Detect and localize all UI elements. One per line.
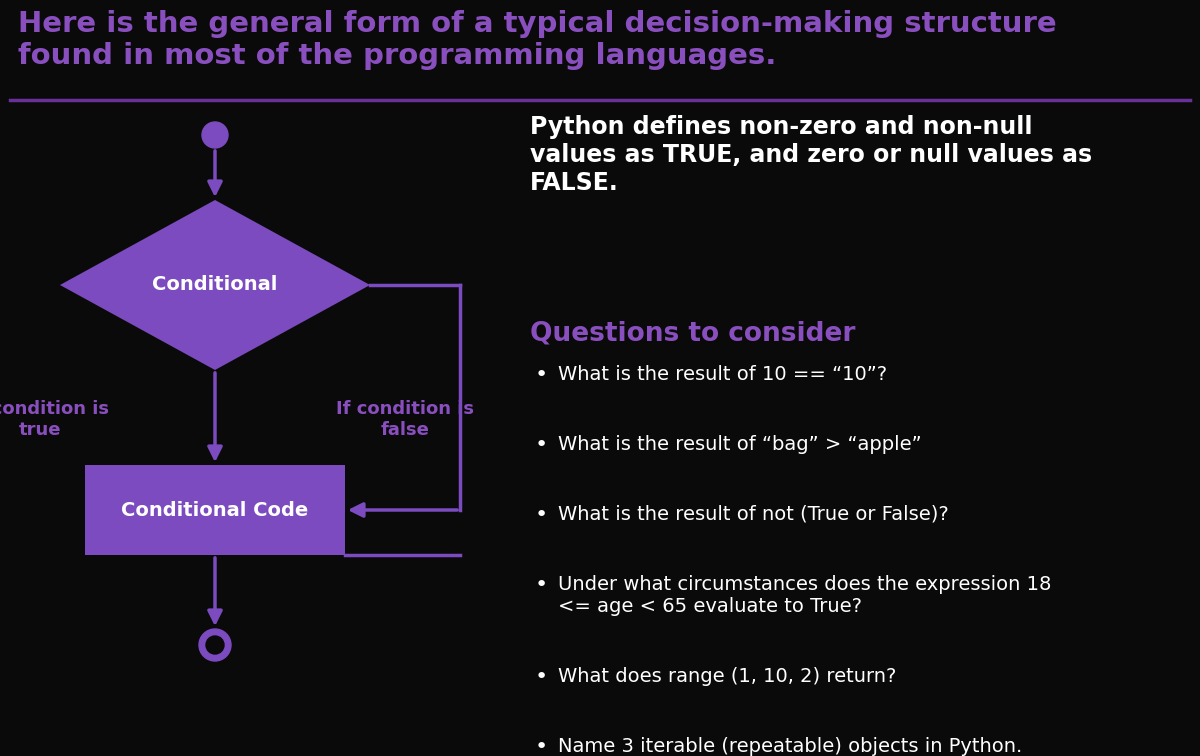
Text: If condition is
true: If condition is true	[0, 400, 109, 438]
Text: Conditional Code: Conditional Code	[121, 500, 308, 519]
Text: •: •	[535, 737, 548, 756]
Text: •: •	[535, 435, 548, 455]
Text: What is the result of not (True or False)?: What is the result of not (True or False…	[558, 505, 949, 524]
Text: If condition is
false: If condition is false	[336, 400, 474, 438]
Text: Name 3 iterable (repeatable) objects in Python.: Name 3 iterable (repeatable) objects in …	[558, 737, 1022, 756]
Text: Conditional: Conditional	[152, 275, 277, 295]
FancyBboxPatch shape	[85, 465, 346, 555]
Text: What is the result of “bag” > “apple”: What is the result of “bag” > “apple”	[558, 435, 922, 454]
Text: Python defines non-zero and non-null
values as TRUE, and zero or null values as
: Python defines non-zero and non-null val…	[530, 115, 1092, 194]
Circle shape	[202, 122, 228, 148]
Circle shape	[206, 636, 224, 654]
Polygon shape	[60, 200, 370, 370]
Text: Here is the general form of a typical decision-making structure
found in most of: Here is the general form of a typical de…	[18, 10, 1057, 70]
Text: •: •	[535, 667, 548, 687]
Text: •: •	[535, 365, 548, 385]
Text: What is the result of 10 == “10”?: What is the result of 10 == “10”?	[558, 365, 887, 384]
Text: Questions to consider: Questions to consider	[530, 320, 856, 346]
Text: •: •	[535, 505, 548, 525]
Text: What does range (1, 10, 2) return?: What does range (1, 10, 2) return?	[558, 667, 896, 686]
Text: Under what circumstances does the expression 18
<= age < 65 evaluate to True?: Under what circumstances does the expres…	[558, 575, 1051, 616]
Circle shape	[199, 629, 230, 661]
Text: •: •	[535, 575, 548, 595]
